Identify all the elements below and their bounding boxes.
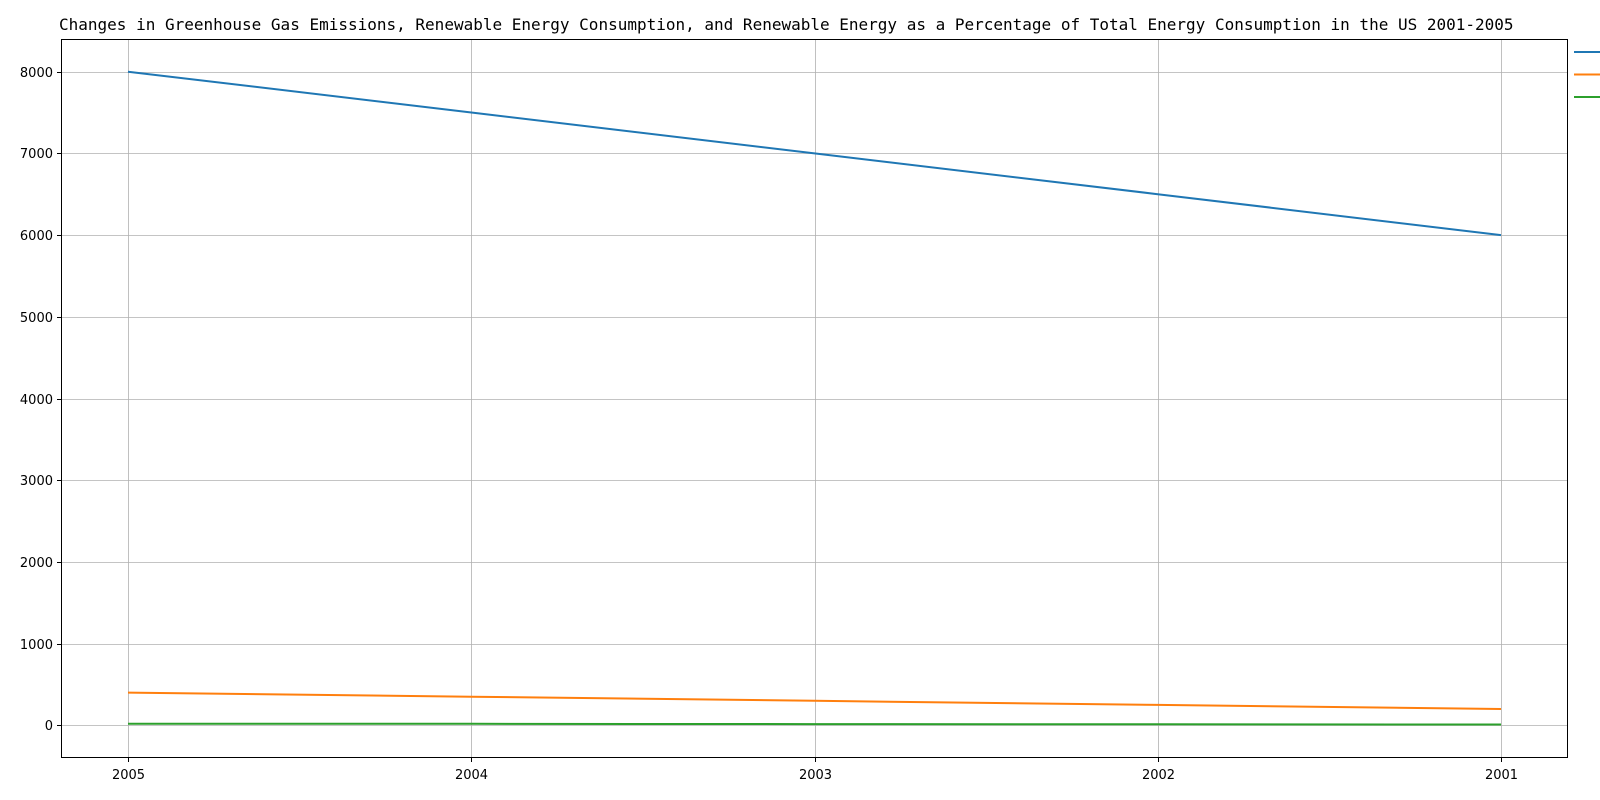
series-line-1 (127, 70, 1502, 237)
y-tick-label: 3000 (20, 474, 53, 489)
series-layer (127, 70, 1502, 726)
y-tick-label: 2000 (20, 556, 53, 571)
x-tick-label: 2002 (1142, 768, 1175, 783)
y-tick-label: 5000 (20, 311, 53, 326)
y-tick-label: 1000 (20, 638, 53, 653)
x-tick-label: 2005 (112, 768, 145, 783)
y-tick-label: 6000 (20, 229, 53, 244)
plot-frame (61, 39, 1568, 758)
y-tick-label: 7000 (20, 147, 53, 162)
y-tick-label: 8000 (20, 66, 53, 81)
y-tick-label: 0 (45, 719, 53, 734)
x-tick-label: 2004 (455, 768, 488, 783)
x-tick-label: 2003 (799, 768, 832, 783)
series-line-3 (127, 722, 1502, 726)
chart-title: Changes in Greenhouse Gas Emissions, Ren… (59, 15, 1514, 34)
legend (1574, 51, 1600, 98)
y-tick-label: 4000 (20, 393, 53, 408)
ticks-layer: 0 1000 2000 3000 4000 5000 6000 7000 8000 2005 200… (20, 66, 1518, 783)
grid-layer (61, 39, 1568, 758)
x-tick-label: 2001 (1485, 768, 1518, 783)
series-line-2 (127, 691, 1502, 710)
